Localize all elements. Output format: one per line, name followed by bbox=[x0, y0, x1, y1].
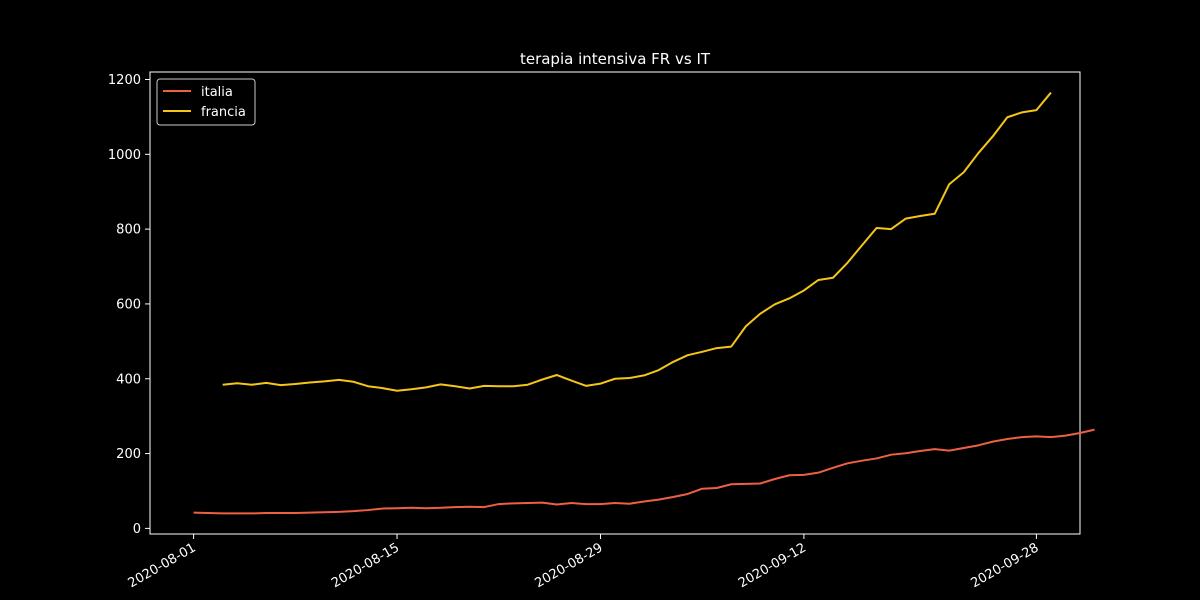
series-line-italia bbox=[193, 428, 1095, 515]
x-tick-label: 2020-09-12 bbox=[736, 540, 809, 591]
x-tick-label: 2020-08-01 bbox=[126, 540, 199, 591]
y-tick-label: 1000 bbox=[108, 148, 141, 163]
legend: italia francia bbox=[156, 78, 256, 126]
series-lines bbox=[193, 91, 1095, 515]
x-tick-label: 2020-08-29 bbox=[533, 540, 606, 591]
legend-label-italia: italia bbox=[201, 85, 233, 100]
chart-title: terapia intensiva FR vs IT bbox=[520, 50, 711, 68]
x-tick-label: 2020-09-28 bbox=[968, 540, 1041, 591]
y-tick-label: 600 bbox=[116, 297, 141, 312]
y-tick-label: 400 bbox=[116, 372, 141, 387]
x-tick-label: 2020-08-15 bbox=[329, 540, 402, 591]
plot-area bbox=[149, 71, 1081, 535]
x-axis-ticks: 2020-08-01 2020-08-15 2020-08-29 2020-09-12… bbox=[126, 534, 1041, 591]
series-line-francia bbox=[222, 91, 1052, 392]
y-tick-label: 200 bbox=[116, 447, 141, 462]
y-tick-label: 0 bbox=[133, 522, 141, 537]
y-tick-label: 800 bbox=[116, 223, 141, 238]
legend-label-francia: francia bbox=[201, 105, 246, 120]
y-axis-ticks: 0 200 400 600 800 1000 1200 bbox=[108, 73, 150, 537]
y-tick-label: 1200 bbox=[108, 73, 141, 88]
